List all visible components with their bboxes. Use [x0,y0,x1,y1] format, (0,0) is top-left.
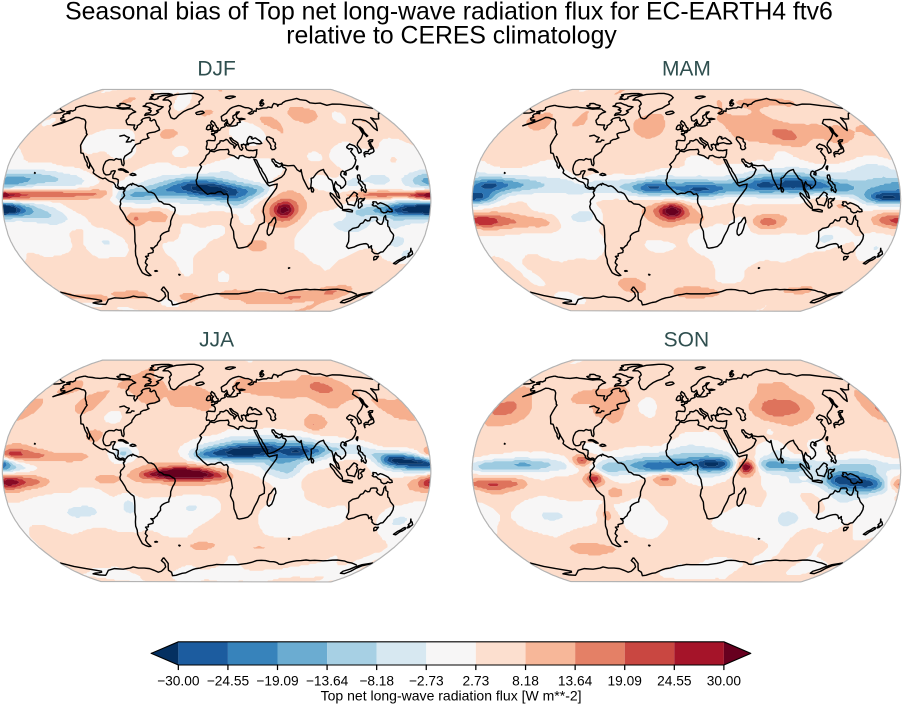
svg-text:Seasonal bias of Top net long-: Seasonal bias of Top net long-wave radia… [65,0,833,25]
svg-text:JJA: JJA [199,328,234,351]
svg-text:−30.00: −30.00 [157,674,200,689]
svg-text:−19.09: −19.09 [256,674,298,689]
svg-text:2.73: 2.73 [463,674,490,689]
svg-text:DJF: DJF [197,58,235,81]
svg-text:13.64: 13.64 [558,674,593,689]
svg-text:−24.55: −24.55 [207,674,250,689]
svg-text:−8.18: −8.18 [359,674,394,689]
svg-text:24.55: 24.55 [657,674,692,689]
svg-text:Top net long-wave radiation fl: Top net long-wave radiation flux [W m**-… [321,687,582,703]
svg-text:SON: SON [664,328,709,351]
svg-text:8.18: 8.18 [512,674,539,689]
svg-text:relative to CERES climatology: relative to CERES climatology [286,22,617,49]
svg-text:−13.64: −13.64 [306,674,349,689]
svg-text:MAM: MAM [662,58,711,81]
svg-text:−2.73: −2.73 [409,674,444,689]
svg-text:30.00: 30.00 [707,674,742,689]
svg-text:19.09: 19.09 [608,674,642,689]
